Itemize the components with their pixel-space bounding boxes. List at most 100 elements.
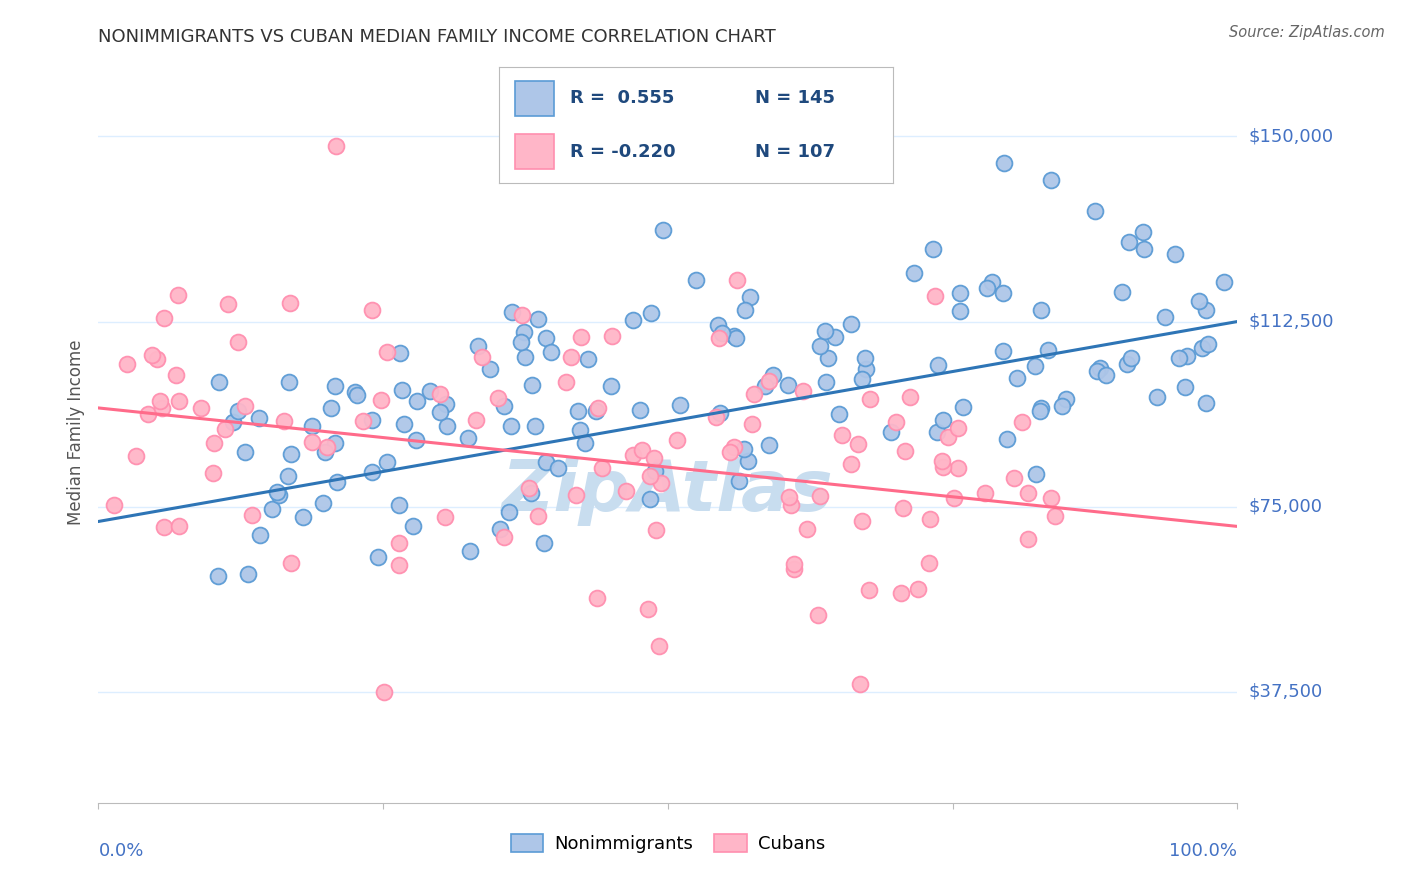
Point bbox=[859, 392, 882, 406]
Point bbox=[499, 419, 522, 434]
Text: NONIMMIGRANTS VS CUBAN MEDIAN FAMILY INCOME CORRELATION CHART: NONIMMIGRANTS VS CUBAN MEDIAN FAMILY INC… bbox=[98, 28, 776, 45]
Point bbox=[621, 448, 644, 462]
Point bbox=[1119, 351, 1142, 365]
Point bbox=[991, 344, 1014, 359]
Point bbox=[839, 458, 862, 472]
Point bbox=[167, 287, 190, 301]
Point bbox=[370, 393, 392, 408]
Point bbox=[436, 418, 458, 433]
Point bbox=[513, 350, 536, 364]
Point bbox=[585, 404, 607, 418]
Point bbox=[1011, 416, 1033, 430]
Point bbox=[388, 558, 411, 572]
Point bbox=[419, 384, 441, 398]
Point bbox=[429, 405, 451, 419]
Point bbox=[406, 394, 429, 409]
Text: $150,000: $150,000 bbox=[1249, 128, 1333, 145]
Point bbox=[1195, 303, 1218, 318]
Point bbox=[1054, 392, 1077, 406]
Point bbox=[931, 454, 953, 468]
Point bbox=[150, 401, 173, 415]
Point bbox=[783, 557, 806, 571]
Point bbox=[754, 379, 776, 393]
Point bbox=[540, 345, 562, 359]
Point bbox=[591, 460, 613, 475]
Point bbox=[429, 387, 451, 401]
Point bbox=[498, 505, 520, 519]
Point bbox=[1002, 471, 1025, 485]
Point bbox=[814, 375, 837, 389]
Point bbox=[280, 447, 302, 461]
Point bbox=[814, 324, 837, 338]
Text: R = -0.220: R = -0.220 bbox=[569, 143, 676, 161]
Point bbox=[724, 331, 747, 345]
Point bbox=[792, 384, 814, 398]
Point bbox=[723, 440, 745, 454]
Point bbox=[943, 491, 966, 506]
Point bbox=[560, 350, 582, 364]
Point bbox=[267, 488, 290, 502]
Point bbox=[388, 499, 411, 513]
Point bbox=[893, 444, 915, 458]
Point bbox=[855, 362, 877, 376]
Point bbox=[849, 677, 872, 691]
Point bbox=[925, 425, 948, 439]
Point bbox=[614, 484, 637, 499]
Point bbox=[1191, 341, 1213, 355]
Point bbox=[808, 489, 831, 503]
Point bbox=[534, 331, 557, 345]
Point bbox=[1039, 173, 1062, 187]
Point bbox=[145, 352, 167, 367]
Point bbox=[644, 523, 666, 537]
Point bbox=[707, 318, 730, 332]
Point bbox=[946, 421, 969, 435]
Point bbox=[643, 450, 665, 465]
Point bbox=[668, 397, 690, 411]
Point bbox=[314, 445, 336, 459]
Point bbox=[367, 550, 389, 565]
Point bbox=[312, 496, 335, 510]
Point bbox=[526, 509, 548, 524]
Point bbox=[976, 281, 998, 295]
Point bbox=[924, 289, 946, 303]
Point bbox=[1017, 532, 1039, 546]
Point bbox=[685, 272, 707, 286]
Point bbox=[301, 419, 323, 434]
Text: $112,500: $112,500 bbox=[1249, 312, 1334, 331]
Point bbox=[946, 461, 969, 475]
Point bbox=[149, 393, 172, 408]
Point bbox=[405, 433, 427, 447]
Point bbox=[644, 463, 666, 477]
Point bbox=[277, 376, 299, 390]
Point bbox=[858, 582, 880, 597]
Point bbox=[1029, 302, 1052, 317]
Point bbox=[776, 377, 799, 392]
Point bbox=[936, 430, 959, 444]
Point bbox=[638, 468, 661, 483]
Point bbox=[509, 334, 531, 349]
Text: $75,000: $75,000 bbox=[1249, 498, 1323, 516]
Point bbox=[208, 376, 231, 390]
Point bbox=[467, 339, 489, 353]
Point bbox=[1085, 364, 1108, 378]
Point bbox=[600, 329, 623, 343]
Point bbox=[652, 223, 675, 237]
Point bbox=[1146, 390, 1168, 404]
Point bbox=[373, 684, 395, 698]
Point bbox=[576, 351, 599, 366]
Point bbox=[226, 334, 249, 349]
Point bbox=[707, 331, 730, 345]
Point bbox=[568, 423, 591, 437]
Point bbox=[465, 413, 488, 427]
Point bbox=[1025, 467, 1047, 481]
Text: N = 107: N = 107 bbox=[755, 143, 835, 161]
Point bbox=[346, 387, 368, 401]
Point bbox=[574, 436, 596, 450]
Text: 0.0%: 0.0% bbox=[98, 842, 143, 860]
Point bbox=[501, 305, 523, 319]
Point bbox=[167, 519, 190, 533]
Point bbox=[585, 591, 607, 606]
Point bbox=[292, 509, 315, 524]
Text: 100.0%: 100.0% bbox=[1170, 842, 1237, 860]
Point bbox=[494, 400, 516, 414]
